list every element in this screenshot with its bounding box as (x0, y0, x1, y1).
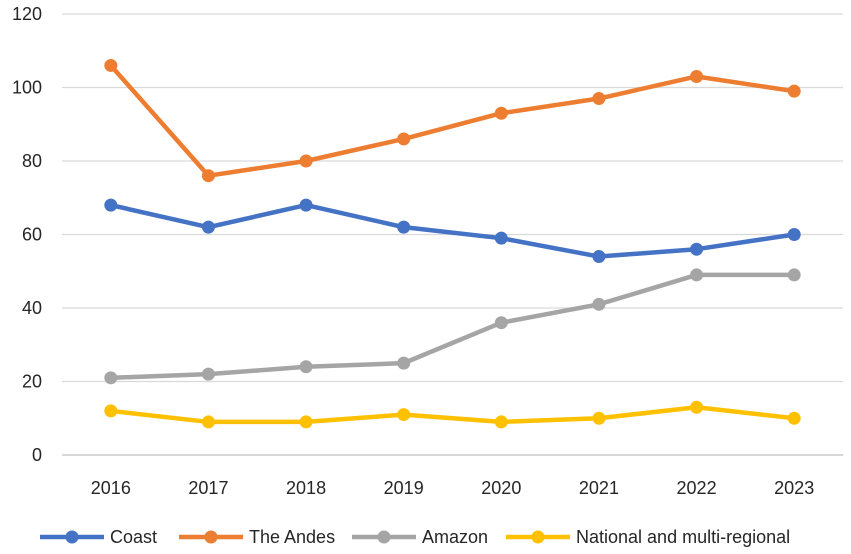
series-amazon (104, 268, 801, 385)
x-tick-label: 2018 (286, 478, 326, 498)
data-point-national-and-multi-regional (592, 411, 606, 425)
legend-item-coast: Coast (40, 527, 157, 547)
data-point-coast (299, 198, 313, 212)
data-point-coast (397, 220, 411, 234)
legend-marker (204, 530, 218, 544)
data-point-the-andes (299, 154, 313, 168)
legend-item-the-andes: The Andes (179, 527, 335, 547)
series-line-coast (108, 202, 797, 259)
data-point-coast (787, 228, 801, 241)
series-line-amazon (108, 272, 797, 381)
data-point-amazon (397, 356, 411, 370)
data-point-amazon (787, 268, 801, 282)
data-point-amazon (494, 316, 508, 330)
x-axis-ticks: 2016 2017 2018 2019 2020 2021 2022 2023 (91, 478, 814, 498)
series-coast (104, 198, 801, 264)
x-tick-label: 2020 (481, 478, 521, 498)
data-point-national-and-multi-regional (104, 404, 118, 418)
y-tick-label: 60 (22, 225, 42, 245)
data-point-coast (201, 220, 215, 234)
y-tick-label: 120 (12, 4, 42, 24)
y-tick-label: 40 (22, 298, 42, 318)
x-tick-label: 2017 (188, 478, 228, 498)
legend-label: Coast (110, 527, 157, 547)
y-tick-label: 0 (32, 445, 42, 465)
y-tick-label: 100 (12, 78, 42, 98)
data-point-national-and-multi-regional (690, 400, 704, 414)
data-point-amazon (201, 367, 215, 381)
legend-marker (377, 530, 391, 544)
data-point-the-andes (494, 106, 508, 120)
data-point-the-andes (690, 69, 704, 83)
x-tick-label: 2016 (91, 478, 131, 498)
legend-label: National and multi-regional (576, 527, 790, 547)
data-point-the-andes (201, 169, 215, 183)
data-point-national-and-multi-regional (299, 415, 313, 429)
legend-item-amazon: Amazon (352, 527, 488, 547)
data-point-amazon (592, 297, 606, 311)
legend: Coast The Andes Amazon National and multi-r… (40, 527, 790, 547)
data-point-amazon (690, 268, 704, 282)
data-point-national-and-multi-regional (201, 415, 215, 429)
y-axis-ticks: 0 20 40 60 80 100 120 (12, 4, 42, 465)
data-point-the-andes (787, 84, 801, 98)
data-point-amazon (299, 360, 313, 374)
x-tick-label: 2023 (774, 478, 814, 498)
x-tick-label: 2019 (384, 478, 424, 498)
series-line-the-andes (108, 63, 797, 178)
series-group (104, 58, 801, 429)
data-point-coast (690, 242, 704, 256)
series-national-and-multi-regional (104, 400, 801, 429)
data-point-coast (104, 198, 118, 212)
data-point-coast (494, 231, 508, 245)
legend-marker (531, 530, 545, 544)
data-point-the-andes (592, 92, 606, 106)
data-point-coast (592, 250, 606, 264)
legend-item-national-and-multi-regional: National and multi-regional (506, 527, 790, 547)
data-point-the-andes (104, 58, 118, 72)
x-tick-label: 2021 (579, 478, 619, 498)
legend-label: The Andes (249, 527, 335, 547)
gridlines (62, 13, 843, 456)
data-point-national-and-multi-regional (397, 408, 411, 422)
y-tick-label: 20 (22, 372, 42, 392)
legend-marker (65, 530, 79, 544)
series-line-national-and-multi-regional (108, 404, 797, 425)
y-tick-label: 80 (22, 151, 42, 171)
data-point-national-and-multi-regional (494, 415, 508, 429)
x-tick-label: 2022 (677, 478, 717, 498)
legend-label: Amazon (422, 527, 488, 547)
series-the-andes (104, 58, 801, 183)
data-point-the-andes (397, 132, 411, 146)
data-point-national-and-multi-regional (787, 411, 801, 425)
data-point-amazon (104, 371, 118, 385)
